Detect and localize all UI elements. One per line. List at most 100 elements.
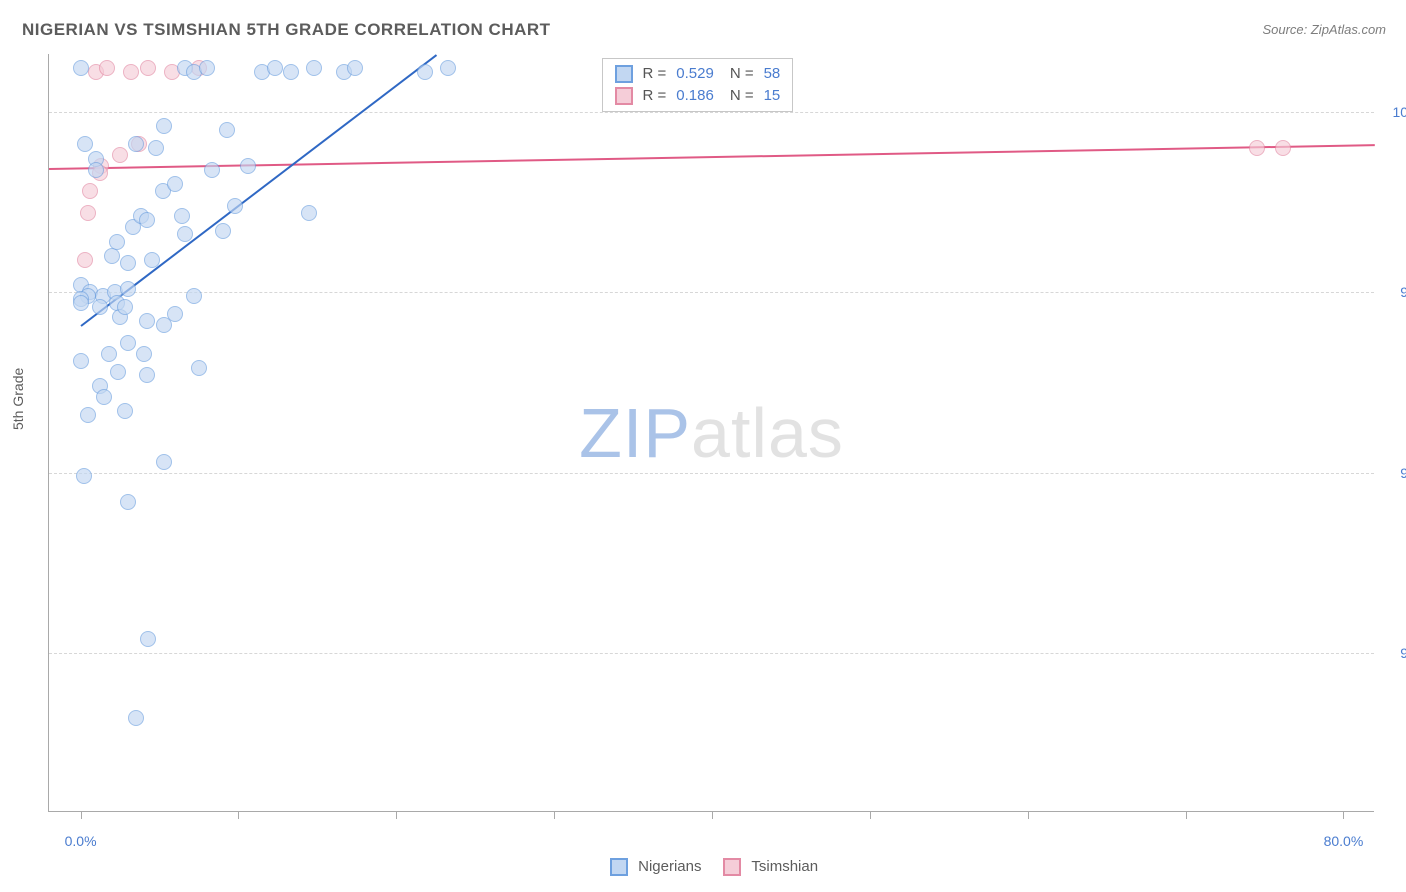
gridline xyxy=(49,653,1374,654)
data-point-nigerians xyxy=(204,162,220,178)
x-tick xyxy=(238,811,239,819)
y-tick-label: 92.5% xyxy=(1380,645,1406,661)
stat-n-value: 58 xyxy=(764,65,781,82)
source-label: Source: ZipAtlas.com xyxy=(1262,22,1386,37)
data-point-nigerians xyxy=(139,212,155,228)
data-point-nigerians xyxy=(92,299,108,315)
data-point-nigerians xyxy=(73,353,89,369)
y-tick-label: 95.0% xyxy=(1380,465,1406,481)
data-point-tsimshian xyxy=(123,64,139,80)
data-point-tsimshian xyxy=(1249,140,1265,156)
y-axis-label: 5th Grade xyxy=(10,368,26,430)
data-point-nigerians xyxy=(128,710,144,726)
stat-r-label: R = xyxy=(643,65,667,82)
data-point-tsimshian xyxy=(140,60,156,76)
x-tick xyxy=(81,811,82,819)
x-tick xyxy=(1186,811,1187,819)
data-point-nigerians xyxy=(110,364,126,380)
y-tick-label: 97.5% xyxy=(1380,284,1406,300)
data-point-nigerians xyxy=(120,335,136,351)
data-point-nigerians xyxy=(186,288,202,304)
data-point-nigerians xyxy=(117,403,133,419)
swatch-nigerians-icon xyxy=(615,65,633,83)
x-tick xyxy=(1028,811,1029,819)
data-point-nigerians xyxy=(283,64,299,80)
data-point-nigerians xyxy=(156,454,172,470)
data-point-tsimshian xyxy=(99,60,115,76)
data-point-nigerians xyxy=(139,367,155,383)
watermark: ZIPatlas xyxy=(579,393,844,473)
data-point-tsimshian xyxy=(1275,140,1291,156)
data-point-nigerians xyxy=(156,118,172,134)
legend: Nigerians Tsimshian xyxy=(0,858,1406,876)
stat-n-value: 15 xyxy=(764,87,781,104)
stat-r-value: 0.529 xyxy=(676,65,714,82)
data-point-nigerians xyxy=(101,346,117,362)
data-point-nigerians xyxy=(109,234,125,250)
data-point-nigerians xyxy=(120,494,136,510)
data-point-nigerians xyxy=(139,313,155,329)
stat-n-label: N = xyxy=(730,65,754,82)
data-point-nigerians xyxy=(80,407,96,423)
gridline xyxy=(49,292,1374,293)
data-point-nigerians xyxy=(144,252,160,268)
data-point-nigerians xyxy=(117,299,133,315)
data-point-nigerians xyxy=(191,360,207,376)
data-point-nigerians xyxy=(76,468,92,484)
data-point-nigerians xyxy=(174,208,190,224)
x-tick xyxy=(870,811,871,819)
data-point-nigerians xyxy=(227,198,243,214)
stat-n-label: N = xyxy=(730,87,754,104)
data-point-nigerians xyxy=(440,60,456,76)
data-point-nigerians xyxy=(417,64,433,80)
data-point-tsimshian xyxy=(82,183,98,199)
data-point-nigerians xyxy=(120,281,136,297)
data-point-nigerians xyxy=(120,255,136,271)
data-point-nigerians xyxy=(136,346,152,362)
scatter-plot: ZIPatlas 92.5%95.0%97.5%100.0%0.0%80.0%R… xyxy=(48,54,1374,812)
gridline xyxy=(49,112,1374,113)
data-point-nigerians xyxy=(104,248,120,264)
gridline xyxy=(49,473,1374,474)
data-point-nigerians xyxy=(219,122,235,138)
data-point-nigerians xyxy=(215,223,231,239)
data-point-nigerians xyxy=(96,389,112,405)
data-point-tsimshian xyxy=(77,252,93,268)
legend-label-nigerians: Nigerians xyxy=(634,858,702,875)
x-tick xyxy=(1343,811,1344,819)
y-tick-label: 100.0% xyxy=(1380,104,1406,120)
data-point-nigerians xyxy=(88,162,104,178)
data-point-nigerians xyxy=(77,136,93,152)
stat-r-value: 0.186 xyxy=(676,87,714,104)
swatch-tsimshian-icon xyxy=(615,87,633,105)
data-point-nigerians xyxy=(267,60,283,76)
stats-row-tsimshian: R = 0.186 N = 15 xyxy=(603,85,793,107)
chart-title: NIGERIAN VS TSIMSHIAN 5TH GRADE CORRELAT… xyxy=(22,20,551,40)
data-point-nigerians xyxy=(167,176,183,192)
legend-swatch-tsimshian-icon xyxy=(723,858,741,876)
data-point-nigerians xyxy=(148,140,164,156)
x-tick-label: 0.0% xyxy=(65,833,97,849)
data-point-nigerians xyxy=(199,60,215,76)
data-point-nigerians xyxy=(306,60,322,76)
data-point-nigerians xyxy=(73,60,89,76)
data-point-nigerians xyxy=(301,205,317,221)
watermark-atlas: atlas xyxy=(691,394,844,472)
data-point-nigerians xyxy=(140,631,156,647)
data-point-nigerians xyxy=(73,295,89,311)
data-point-nigerians xyxy=(128,136,144,152)
watermark-zip: ZIP xyxy=(579,394,691,472)
data-point-nigerians xyxy=(177,226,193,242)
x-tick xyxy=(554,811,555,819)
stat-r-label: R = xyxy=(643,87,667,104)
x-tick-label: 80.0% xyxy=(1324,833,1364,849)
data-point-nigerians xyxy=(167,306,183,322)
legend-swatch-nigerians-icon xyxy=(610,858,628,876)
stats-row-nigerians: R = 0.529 N = 58 xyxy=(603,63,793,85)
data-point-nigerians xyxy=(347,60,363,76)
data-point-tsimshian xyxy=(80,205,96,221)
x-tick xyxy=(396,811,397,819)
stats-box: R = 0.529 N = 58 R = 0.186 N = 15 xyxy=(602,58,794,112)
data-point-nigerians xyxy=(240,158,256,174)
legend-label-tsimshian: Tsimshian xyxy=(747,858,818,875)
